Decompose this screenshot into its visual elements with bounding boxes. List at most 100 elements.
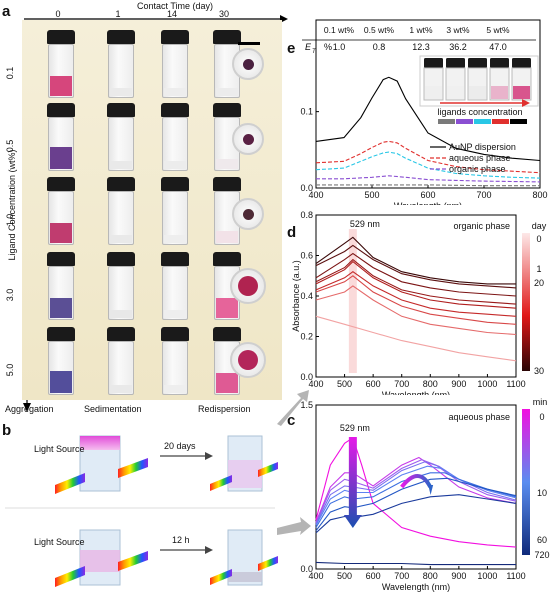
label-aggregation: Aggregation bbox=[5, 404, 54, 414]
x-tick-label: 500 bbox=[337, 571, 352, 581]
petri-dish bbox=[230, 268, 266, 304]
vial-liquid bbox=[50, 298, 72, 318]
vial-cap bbox=[47, 103, 75, 117]
x-tick-label: 700 bbox=[476, 190, 491, 200]
panel-b-light-source-1: Light Source bbox=[34, 444, 85, 454]
colorbar-tick: 0 bbox=[536, 234, 541, 244]
colorbar-tick: 1 bbox=[536, 264, 541, 274]
inset-vial-cap bbox=[512, 58, 531, 68]
inset-vial-liquid bbox=[425, 86, 442, 99]
x-tick-label: 900 bbox=[451, 379, 466, 389]
y-tick-label: 0.2 bbox=[300, 332, 313, 342]
dish-sample bbox=[242, 133, 254, 145]
label-sedimentation: Sedimentation bbox=[84, 404, 142, 414]
vial-cap bbox=[107, 327, 135, 341]
x-tick-label: 600 bbox=[366, 571, 381, 581]
colorbar bbox=[522, 233, 530, 371]
vial bbox=[46, 327, 76, 397]
inset-photo bbox=[419, 55, 539, 107]
colorbar-tick: 30 bbox=[534, 366, 544, 376]
series-line bbox=[315, 472, 517, 528]
vial-liquid bbox=[110, 88, 132, 96]
vial bbox=[106, 327, 136, 397]
vial-cap bbox=[107, 252, 135, 266]
colorbar-gradient bbox=[522, 233, 530, 371]
series-line bbox=[315, 459, 517, 524]
y-tick-label: 0.8 bbox=[300, 210, 313, 220]
vial-cap bbox=[161, 103, 189, 117]
inset-vial-cap bbox=[490, 58, 509, 68]
panel-b-schematic bbox=[5, 435, 278, 587]
vial-liquid bbox=[50, 147, 72, 169]
vial-liquid bbox=[164, 235, 186, 243]
table-value: 0.8 bbox=[373, 42, 386, 52]
panel-d-label: d bbox=[287, 224, 297, 241]
vial-body bbox=[108, 44, 134, 98]
series-line bbox=[315, 244, 517, 289]
petri-dish bbox=[232, 48, 264, 80]
vial bbox=[160, 177, 190, 247]
legend-entry: organic phase bbox=[449, 164, 506, 174]
series-line bbox=[316, 184, 540, 187]
y-tick-label: 1.5 bbox=[300, 400, 313, 410]
vial-body bbox=[162, 341, 188, 395]
table-header: 0.5 wt% bbox=[364, 25, 395, 35]
inset-vial-liquid bbox=[469, 86, 486, 99]
vial-cap bbox=[47, 30, 75, 44]
panel-b-label: b bbox=[2, 422, 12, 439]
x-tick-label: 800 bbox=[423, 379, 438, 389]
panel-e-label: e bbox=[287, 40, 296, 57]
vial-body bbox=[108, 117, 134, 171]
table-value: 36.2 bbox=[449, 42, 467, 52]
vial-liquid bbox=[110, 235, 132, 243]
y-tick-label: 0.0 bbox=[300, 372, 313, 382]
panel-a-top-tick: 14 bbox=[166, 9, 177, 19]
inset-color-swatch bbox=[492, 119, 509, 124]
series-line bbox=[315, 315, 517, 362]
peak-annotation: 529 nm bbox=[350, 219, 380, 229]
vial bbox=[46, 177, 76, 247]
vial-liquid bbox=[216, 159, 238, 169]
x-tick-label: 1100 bbox=[506, 379, 525, 389]
series-line bbox=[315, 236, 516, 285]
vial-body bbox=[162, 191, 188, 245]
series-line bbox=[315, 285, 517, 336]
vial-body bbox=[162, 117, 188, 171]
x-tick-label: 400 bbox=[308, 379, 323, 389]
scale-bar bbox=[238, 42, 260, 45]
vial-liquid bbox=[50, 371, 72, 393]
table-row-label: E bbox=[305, 42, 312, 52]
series-line bbox=[315, 271, 517, 317]
vial-liquid bbox=[164, 161, 186, 169]
vial-cap bbox=[213, 327, 241, 341]
x-tick-label: 900 bbox=[451, 571, 466, 581]
chart-e: 400 500 600 700 800 Wavelength (nm) 0.0 0.1 0.1 … bbox=[300, 19, 548, 205]
vial-cap bbox=[107, 177, 135, 191]
vial-body bbox=[48, 44, 74, 98]
x-tick-label: 600 bbox=[366, 379, 381, 389]
vial bbox=[106, 103, 136, 173]
vial-body bbox=[162, 44, 188, 98]
inset-vial-liquid bbox=[513, 86, 530, 99]
colorbar-tick: 20 bbox=[534, 278, 544, 288]
table-header: 5 wt% bbox=[486, 25, 510, 35]
vial bbox=[160, 252, 190, 322]
y-tick-label: 0.0 bbox=[300, 564, 313, 574]
inset-vial-cap bbox=[468, 58, 487, 68]
panel-a-top-tick: 0 bbox=[55, 9, 61, 19]
x-tick-label: 1100 bbox=[506, 571, 525, 581]
y-tick-label: 0.1 bbox=[300, 107, 313, 117]
vial-cap bbox=[107, 30, 135, 44]
dish-sample bbox=[238, 276, 258, 296]
y-axis-label: Absorbance (a.u.) bbox=[291, 260, 301, 332]
vial bbox=[160, 103, 190, 173]
series-line bbox=[315, 275, 517, 325]
panel-a-left-tick: 0.1 bbox=[5, 66, 15, 80]
vial-body bbox=[48, 117, 74, 171]
table-value: 12.3 bbox=[412, 42, 430, 52]
colorbar-title: min bbox=[533, 397, 548, 407]
vial bbox=[46, 103, 76, 173]
connector-arrows bbox=[277, 390, 311, 535]
colorbar-title: day bbox=[532, 221, 547, 231]
x-tick-label: 1000 bbox=[477, 571, 497, 581]
